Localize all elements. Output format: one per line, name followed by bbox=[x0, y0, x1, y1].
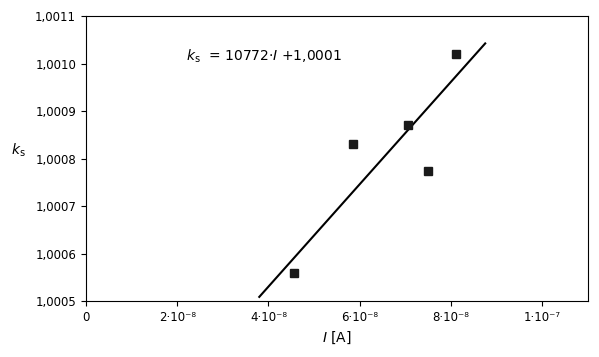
X-axis label: $I$ [A]: $I$ [A] bbox=[322, 330, 352, 346]
Y-axis label: $k_\mathrm{s}$: $k_\mathrm{s}$ bbox=[11, 141, 26, 159]
Text: $k_\mathrm{s}$  = 10772·$I$ +1,0001: $k_\mathrm{s}$ = 10772·$I$ +1,0001 bbox=[186, 47, 343, 65]
